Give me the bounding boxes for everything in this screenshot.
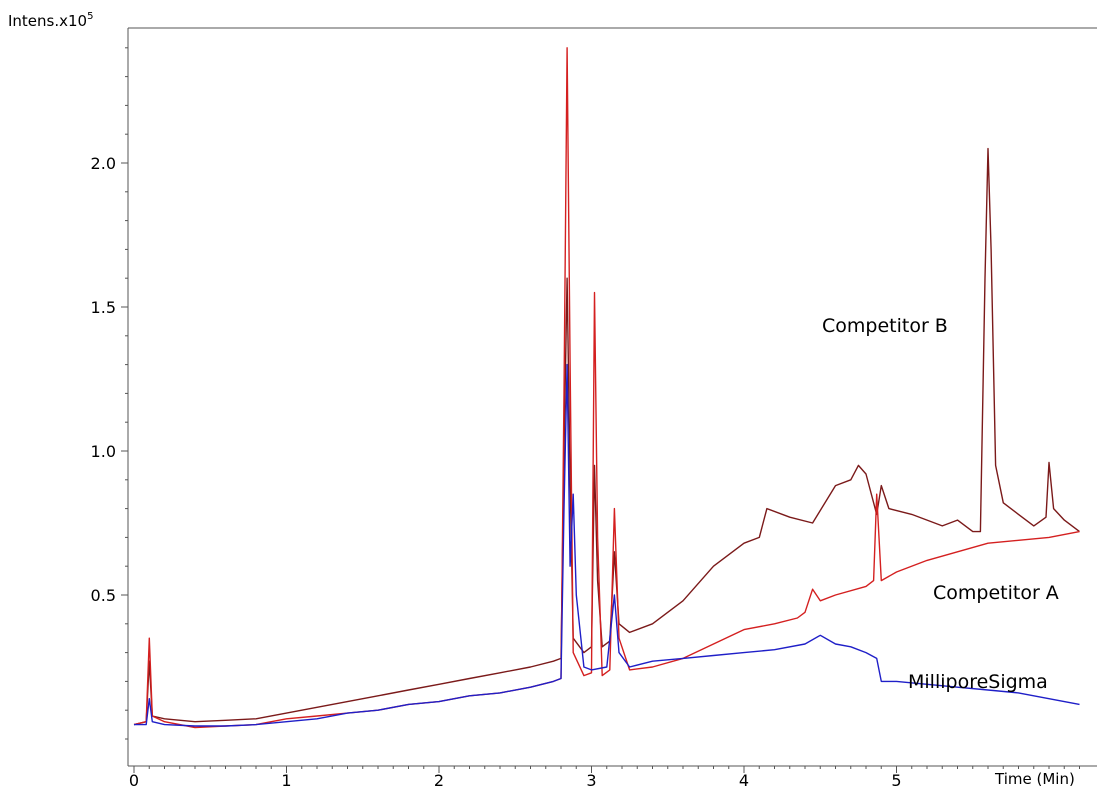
label-competitor-a: Competitor A: [933, 582, 1059, 604]
x-tick-label: 0: [129, 771, 139, 789]
label-competitor-b: Competitor B: [822, 315, 948, 337]
y-axis-label-text: Intens.: [8, 12, 59, 30]
major-ticks: 0.5 1.0 1.5 2.0 0 1 2 3 4 5: [91, 154, 902, 789]
y-tick-label: 1.5: [91, 298, 116, 317]
y-axis-exponent: x10: [59, 12, 87, 30]
series-line-milliporesigma: [134, 363, 1080, 727]
x-tick-label: 2: [434, 771, 444, 789]
y-tick-label: 2.0: [91, 154, 116, 173]
series-line-competitor-a: [133, 47, 1080, 729]
y-tick-label: 1.0: [91, 442, 116, 461]
y-tick-label: 0.5: [91, 586, 116, 605]
x-tick-label: 1: [281, 771, 291, 789]
x-tick-label: 4: [739, 771, 749, 789]
x-axis-label: Time (Min): [994, 770, 1075, 788]
axes: [127, 27, 1097, 767]
series-line-competitor-b: [133, 147, 1080, 726]
label-milliporesigma: MilliporeSigma: [908, 671, 1048, 693]
y-axis-label: Intens.x105: [8, 11, 93, 30]
x-tick-label: 5: [891, 771, 901, 789]
series-lines: [133, 47, 1080, 729]
y-axis-power: 5: [87, 11, 93, 22]
x-tick-label: 3: [586, 771, 596, 789]
